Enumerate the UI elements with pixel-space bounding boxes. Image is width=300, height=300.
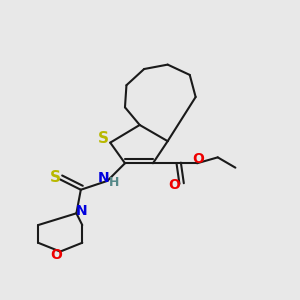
Text: O: O (51, 248, 63, 262)
Text: O: O (193, 152, 205, 166)
Text: N: N (98, 171, 110, 185)
Text: N: N (76, 204, 88, 218)
Text: O: O (168, 178, 180, 192)
Text: S: S (50, 169, 60, 184)
Text: S: S (98, 131, 109, 146)
Text: H: H (109, 176, 119, 189)
